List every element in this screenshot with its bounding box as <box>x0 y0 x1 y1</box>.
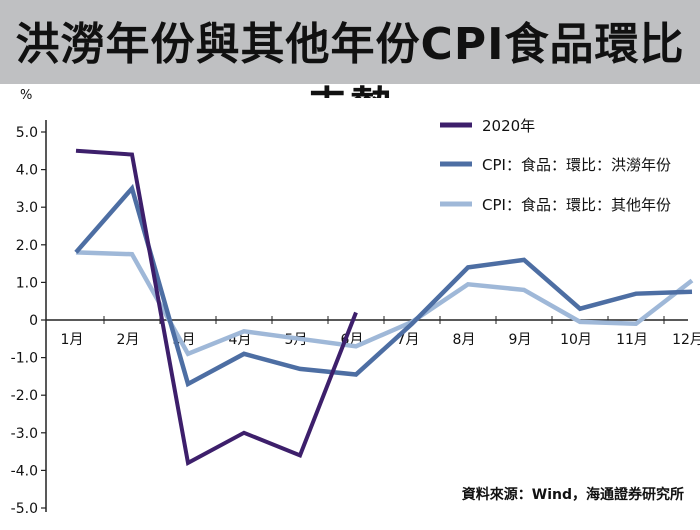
x-tick-label: 2月 <box>117 332 140 348</box>
series-line-1 <box>75 148 358 466</box>
y-tick-label: 2.0 <box>16 238 38 254</box>
series-lines <box>74 148 694 466</box>
x-tick-label: 7月 <box>397 332 420 348</box>
x-tick-label: 1月 <box>61 332 84 348</box>
legend: 2020年 CPI：食品：環比：洪澇年份 CPI：食品：環比：其他年份 <box>440 117 671 214</box>
series-line-2 <box>74 183 693 388</box>
chart-title: 洪澇年份與其他年份CPI食品環比走勢 <box>15 19 685 134</box>
y-tick-label: -4.0 <box>11 463 38 479</box>
series-line-3 <box>75 250 694 357</box>
x-tick-label: 8月 <box>453 332 476 348</box>
x-tick-label: 10月 <box>560 332 592 348</box>
x-tick-label: 9月 <box>509 332 532 348</box>
y-tick-label: 4.0 <box>16 163 38 179</box>
y-tick-label: -5.0 <box>11 501 38 517</box>
y-tick-label: 5.0 <box>16 125 38 141</box>
y-tick-label: -3.0 <box>11 426 38 442</box>
legend-label-1: 2020年 <box>482 117 535 135</box>
y-tick-label: -1.0 <box>11 351 38 367</box>
legend-label-2: CPI：食品：環比：洪澇年份 <box>482 156 671 174</box>
y-ticks: 5.0 4.0 3.0 2.0 1.0 0 -1.0 -2.0 -3.0 -4.0 -5.0 <box>11 125 46 517</box>
x-tick-label: 11月 <box>616 332 648 348</box>
y-tick-label: 0 <box>29 313 38 329</box>
y-tick-label: -2.0 <box>11 388 38 404</box>
x-tick-label: 12月 <box>672 332 700 348</box>
source-note: 資料來源：Wind，海通證券研究所 <box>462 486 684 503</box>
y-tick-label: 1.0 <box>16 275 38 291</box>
legend-label-3: CPI：食品：環比：其他年份 <box>482 196 671 214</box>
y-tick-label: 3.0 <box>16 200 38 216</box>
y-axis-label: % <box>20 88 32 103</box>
title-band <box>0 0 700 84</box>
